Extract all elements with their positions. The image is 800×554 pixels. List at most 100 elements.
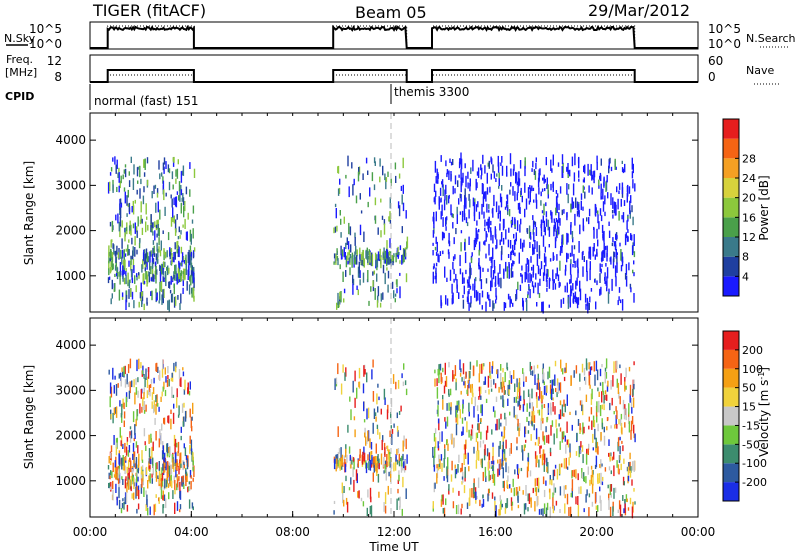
power-cell xyxy=(484,165,486,174)
power-cell xyxy=(173,156,175,163)
power-cell xyxy=(389,211,391,222)
velocity-cell xyxy=(369,506,371,515)
velocity-cell xyxy=(619,445,621,455)
power-cell xyxy=(608,221,610,226)
velocity-cell xyxy=(526,403,528,412)
velocity-colorbar-band xyxy=(723,331,739,350)
freq-label: Freq. xyxy=(6,53,33,66)
power-cell xyxy=(576,297,579,309)
velocity-cell xyxy=(550,393,552,399)
power-cell xyxy=(485,253,487,259)
power-cell xyxy=(134,222,136,234)
power-cell xyxy=(130,156,132,163)
power-cell xyxy=(119,207,122,218)
velocity-y-tick-label: 3000 xyxy=(55,383,86,397)
velocity-cell xyxy=(591,501,594,507)
velocity-cell xyxy=(549,447,552,454)
power-cell xyxy=(503,218,505,229)
power-cell xyxy=(470,167,472,174)
power-cell xyxy=(176,214,178,220)
velocity-cell xyxy=(356,473,358,484)
velocity-cell xyxy=(617,464,620,474)
power-cell xyxy=(124,191,126,204)
velocity-cell xyxy=(554,406,556,415)
velocity-cell xyxy=(496,369,498,375)
velocity-cell xyxy=(476,450,478,461)
velocity-cell xyxy=(552,397,554,401)
power-cell xyxy=(134,247,136,257)
velocity-cell xyxy=(178,466,180,475)
power-cell xyxy=(174,296,177,306)
velocity-cell xyxy=(433,464,436,472)
power-cell xyxy=(185,231,188,240)
velocity-cell xyxy=(108,483,110,488)
velocity-cell xyxy=(131,493,133,499)
power-cell xyxy=(179,262,181,270)
velocity-cell xyxy=(547,371,549,380)
power-cell xyxy=(464,188,466,200)
velocity-cell xyxy=(539,454,542,458)
power-cell xyxy=(597,210,599,215)
velocity-cell xyxy=(582,404,584,416)
power-colorbar-band xyxy=(723,119,739,139)
velocity-cell xyxy=(545,480,547,486)
power-cell xyxy=(119,226,121,238)
power-cell xyxy=(505,261,507,272)
power-cell xyxy=(597,214,599,224)
velocity-cell xyxy=(377,454,379,464)
power-cell xyxy=(512,302,514,307)
velocity-cell xyxy=(125,491,128,503)
power-cell xyxy=(432,266,435,270)
velocity-cell xyxy=(135,486,137,499)
power-cell xyxy=(465,269,467,275)
power-cell xyxy=(384,272,386,285)
power-cell xyxy=(387,284,389,293)
velocity-cell xyxy=(542,508,544,517)
power-cell xyxy=(518,202,521,214)
power-cell xyxy=(131,237,133,245)
velocity-cell xyxy=(133,437,135,442)
velocity-cell xyxy=(599,486,601,492)
velocity-cell xyxy=(349,454,351,461)
velocity-cell xyxy=(348,446,351,454)
velocity-cell xyxy=(351,456,353,460)
power-cell xyxy=(132,223,135,229)
power-cell xyxy=(629,283,632,289)
power-cell xyxy=(501,156,503,163)
power-cell xyxy=(183,206,185,218)
velocity-cell xyxy=(184,411,187,422)
power-cell xyxy=(347,252,349,261)
velocity-cell xyxy=(118,450,121,454)
power-cell xyxy=(163,189,165,201)
power-cell xyxy=(460,152,462,165)
velocity-cell xyxy=(525,503,527,510)
power-cell xyxy=(438,198,440,210)
velocity-cell xyxy=(556,378,559,386)
power-cell xyxy=(543,253,546,263)
power-cell xyxy=(352,184,354,196)
velocity-cell xyxy=(527,461,529,472)
power-cell xyxy=(446,277,448,282)
velocity-cell xyxy=(120,372,122,381)
velocity-cell xyxy=(438,454,440,463)
power-cell xyxy=(170,262,173,266)
power-cell xyxy=(441,204,443,216)
power-cell xyxy=(446,216,448,221)
velocity-cell xyxy=(128,459,130,470)
power-cell xyxy=(511,216,514,226)
velocity-cell xyxy=(619,418,622,426)
power-cell xyxy=(132,200,134,207)
velocity-colorbar-tick-label: 100 xyxy=(742,363,763,376)
power-cell xyxy=(593,243,595,252)
velocity-cell xyxy=(378,458,380,467)
power-cell xyxy=(339,291,341,300)
power-cell xyxy=(608,230,611,238)
velocity-cell xyxy=(395,454,397,462)
velocity-cell xyxy=(577,473,579,481)
velocity-colorbar-tick-label: 200 xyxy=(742,344,763,357)
power-cell xyxy=(190,249,192,254)
power-cell xyxy=(587,301,589,314)
velocity-cell xyxy=(118,486,120,499)
